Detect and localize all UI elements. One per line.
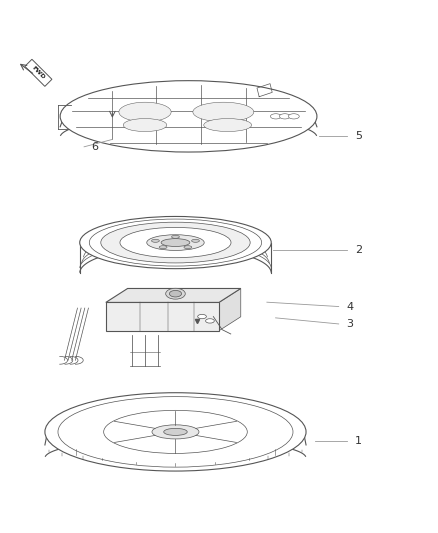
Ellipse shape (172, 235, 180, 238)
Ellipse shape (120, 228, 231, 258)
Ellipse shape (164, 429, 187, 435)
Ellipse shape (101, 222, 250, 263)
Ellipse shape (288, 114, 299, 119)
Text: 1: 1 (355, 437, 362, 447)
Ellipse shape (45, 393, 306, 471)
Polygon shape (106, 302, 219, 330)
Ellipse shape (205, 319, 214, 323)
Ellipse shape (104, 410, 247, 454)
Polygon shape (25, 59, 52, 86)
Ellipse shape (191, 239, 199, 243)
Ellipse shape (119, 102, 171, 122)
Ellipse shape (198, 314, 206, 319)
Text: 3: 3 (346, 319, 353, 329)
Polygon shape (219, 288, 241, 330)
Ellipse shape (58, 397, 293, 467)
Ellipse shape (270, 114, 281, 119)
Ellipse shape (159, 246, 167, 249)
Ellipse shape (147, 235, 204, 251)
Ellipse shape (123, 118, 167, 132)
Ellipse shape (170, 290, 182, 297)
Text: 6: 6 (92, 142, 99, 152)
Ellipse shape (204, 118, 252, 132)
Ellipse shape (161, 239, 190, 246)
Ellipse shape (184, 246, 192, 249)
Ellipse shape (166, 288, 185, 299)
Polygon shape (106, 288, 241, 302)
Text: FWD: FWD (31, 65, 46, 80)
Ellipse shape (152, 239, 159, 243)
Text: 4: 4 (346, 302, 353, 312)
Ellipse shape (80, 216, 271, 269)
Ellipse shape (193, 102, 254, 122)
Ellipse shape (60, 80, 317, 152)
Ellipse shape (89, 219, 261, 266)
Ellipse shape (279, 114, 290, 119)
Text: 2: 2 (355, 245, 362, 255)
Ellipse shape (152, 425, 199, 439)
Text: 5: 5 (355, 131, 362, 141)
